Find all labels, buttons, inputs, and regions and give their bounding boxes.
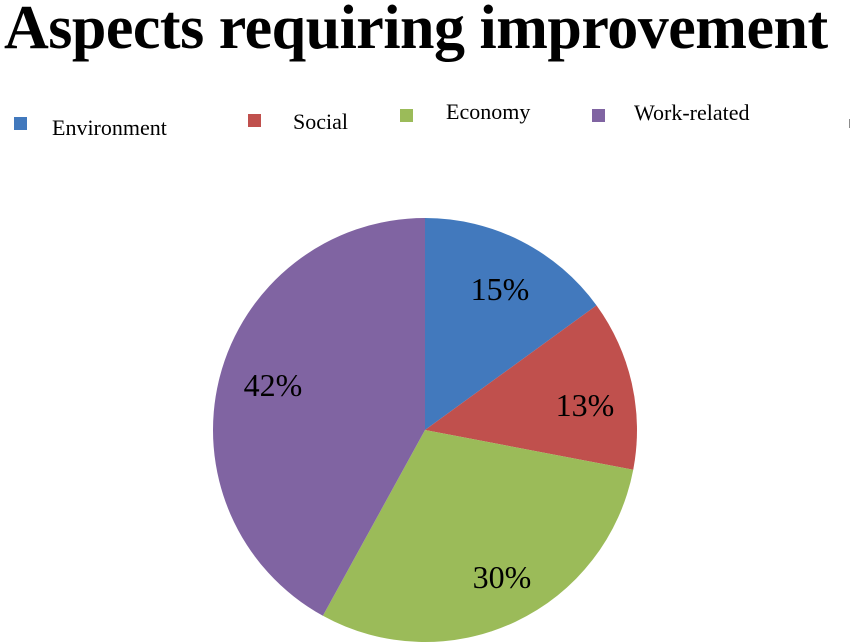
legend-item-economy: Economy	[400, 101, 530, 123]
legend-swatch-work-related	[592, 109, 605, 122]
legend-swatch-environment	[14, 116, 27, 130]
legend-label-economy: Economy	[446, 99, 531, 124]
pie-slice-economy	[322, 430, 634, 642]
pie-slice-social	[425, 305, 637, 470]
legend-item-work-related: Work-related	[592, 102, 750, 124]
pie-slice-environment	[425, 218, 597, 430]
chart-legend: Environment Social Economy Work-related	[0, 0, 854, 160]
legend-item-environment: Environment	[14, 107, 167, 139]
data-label-environment: 15%	[471, 271, 530, 307]
legend-swatch-economy	[400, 108, 413, 122]
legend-item-social: Social	[248, 107, 348, 133]
legend-label-environment: Environment	[52, 115, 167, 140]
chart-title: Aspects requiring improvement	[4, 0, 828, 62]
legend-label-work-related: Work-related	[634, 100, 750, 125]
data-label-social: 13%	[556, 387, 615, 423]
legend-swatch-social	[248, 113, 261, 127]
data-label-work-related: 42%	[244, 367, 303, 403]
legend-label-social: Social	[293, 109, 348, 134]
data-label-economy: 30%	[473, 559, 532, 595]
edge-divider	[849, 119, 850, 128]
pie-slice-work-related	[212, 218, 425, 616]
